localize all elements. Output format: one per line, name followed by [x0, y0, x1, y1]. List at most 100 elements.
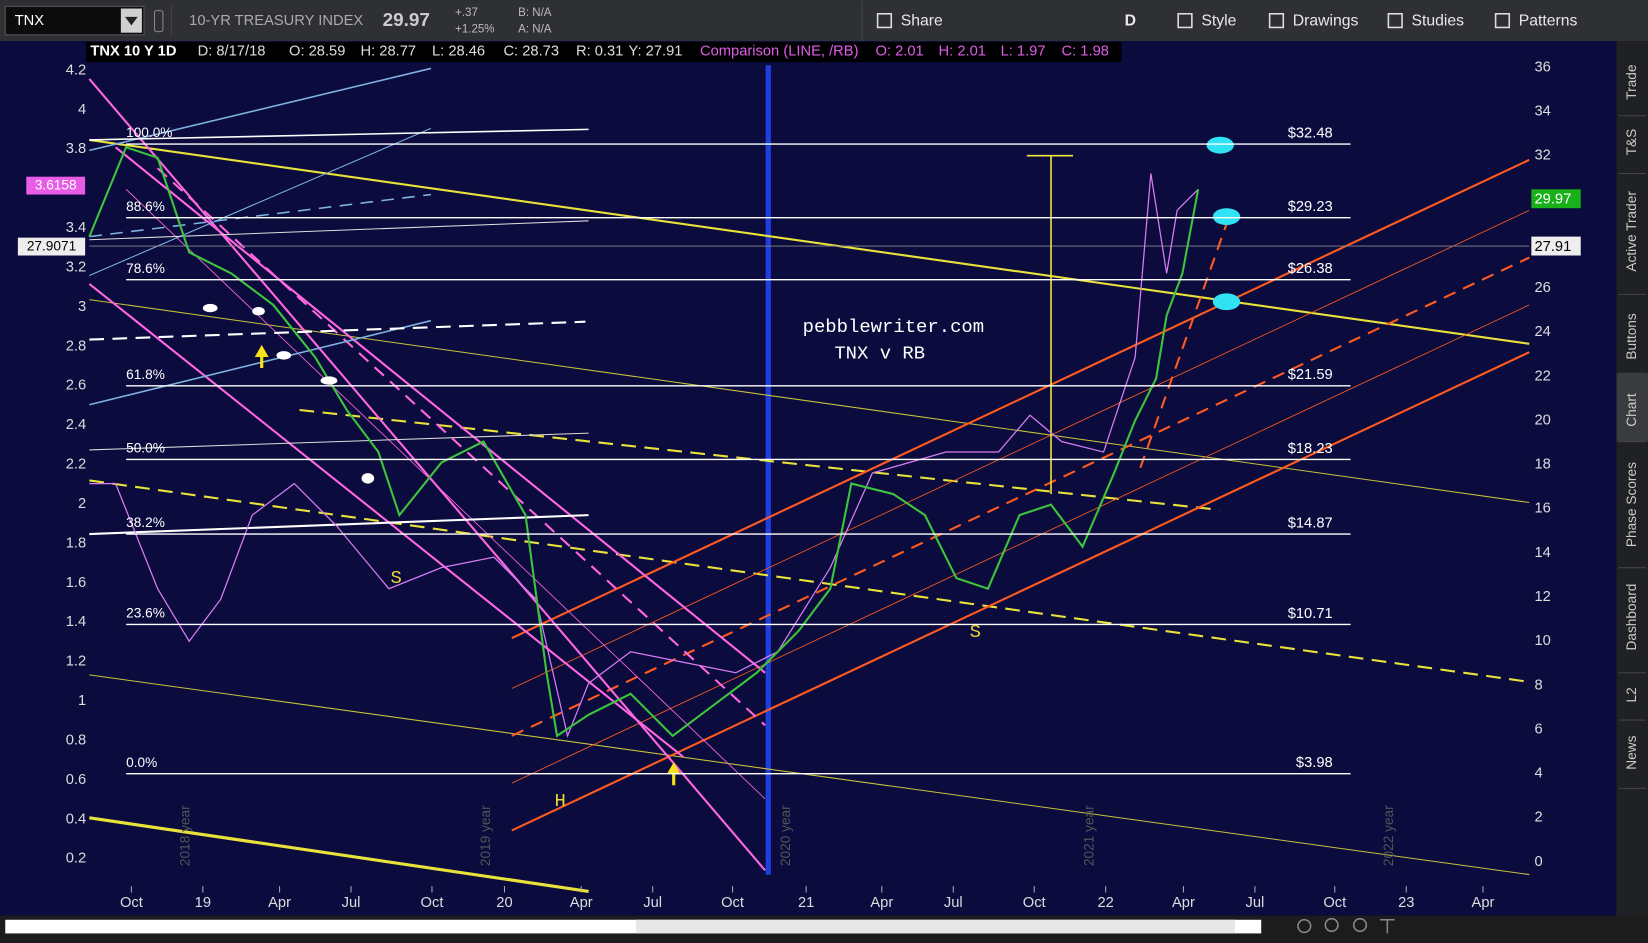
- sidebar-tab[interactable]: Buttons: [1624, 313, 1639, 359]
- left-tick-label: 2.8: [66, 338, 86, 354]
- toolbar-icon[interactable]: [1268, 12, 1285, 29]
- sidebar-tab[interactable]: L2: [1624, 687, 1639, 702]
- channel-line: [511, 256, 1530, 737]
- x-tick-label: 20: [496, 895, 512, 911]
- toolbar-icon[interactable]: [1177, 12, 1193, 29]
- trend-line: [89, 514, 589, 536]
- scrollbar-thumb[interactable]: [635, 919, 1235, 934]
- x-tick-label: Oct: [421, 895, 444, 911]
- sidebar-tab[interactable]: Dashboard: [1624, 584, 1639, 651]
- watermark: pebblewriter.com: [803, 316, 985, 338]
- fib-price: $3.98: [1296, 755, 1333, 771]
- change-percent: +1.25%: [455, 24, 494, 36]
- right-tick-label: 36: [1534, 59, 1550, 75]
- x-tick-label: 22: [1097, 895, 1113, 911]
- left-tick-label: 3: [78, 299, 86, 315]
- x-tick-label: Oct: [721, 895, 744, 911]
- left-tick-label: 0.6: [66, 772, 86, 788]
- point-marker: [276, 351, 292, 360]
- watermark: TNX v RB: [834, 342, 925, 364]
- trend-line: [89, 432, 589, 451]
- legend-bar: [86, 42, 1122, 63]
- legend-value: C: 28.73: [503, 44, 559, 60]
- toolbar-button[interactable]: Share: [901, 12, 943, 29]
- channel-line: [511, 304, 1530, 784]
- right-tick-label: 10: [1534, 633, 1550, 649]
- x-tick-label: Jul: [944, 895, 963, 911]
- left-tick-label: 3.8: [66, 141, 86, 157]
- toolbar-button[interactable]: Drawings: [1293, 12, 1359, 29]
- right-tick-label: 20: [1534, 412, 1550, 428]
- tool-icon[interactable]: [1324, 917, 1339, 933]
- chart-area: [0, 41, 1617, 916]
- left-tick-label: 0.4: [66, 811, 86, 827]
- channel-line: [125, 188, 766, 800]
- tool-icon[interactable]: [1379, 918, 1395, 934]
- point-marker: [361, 473, 375, 484]
- right-tick-label: 0: [1534, 854, 1542, 870]
- channel-line: [156, 167, 766, 727]
- x-tick-label: Apr: [1172, 895, 1195, 911]
- sidebar-tab[interactable]: T&S: [1624, 129, 1639, 156]
- legend-value: O: 28.59: [289, 44, 345, 60]
- symbol[interactable]: TNX: [15, 13, 45, 29]
- right-tick-label: 4: [1534, 766, 1542, 782]
- tool-icon[interactable]: [1297, 918, 1312, 934]
- fib-label: 23.6%: [126, 606, 165, 621]
- left-flag: [26, 176, 86, 195]
- left-tick-label: 1.6: [66, 575, 86, 591]
- toolbar-icon[interactable]: [876, 12, 893, 29]
- target-marker: [1212, 208, 1241, 226]
- left-flag: [17, 237, 86, 256]
- trend-line: [89, 127, 432, 276]
- sidebar-tab[interactable]: Chart: [1624, 393, 1639, 427]
- toolbar-button[interactable]: D: [1125, 12, 1136, 29]
- legend-value: R: 0.31: [576, 44, 623, 60]
- tool-icon[interactable]: [1352, 917, 1368, 933]
- sidebar-tab-active: [1616, 373, 1648, 442]
- right-flag-label: 27.91: [1534, 239, 1571, 255]
- left-tick-label: 2: [78, 496, 86, 512]
- trend-line: [89, 479, 1525, 683]
- fib-label: 88.6%: [126, 199, 165, 214]
- left-tick-label: 1.2: [66, 654, 86, 670]
- toolbar-button[interactable]: Studies: [1412, 12, 1465, 29]
- fib-price: $32.48: [1288, 125, 1333, 141]
- pattern-marker: S: [391, 567, 402, 589]
- target-marker: [1212, 293, 1241, 311]
- target-marker: [1206, 136, 1234, 154]
- sidebar-tab[interactable]: Active Trader: [1624, 191, 1639, 272]
- toolbar-icon[interactable]: [1387, 12, 1403, 29]
- x-tick-label: Apr: [268, 895, 291, 911]
- toolbar-icon[interactable]: [1494, 12, 1511, 29]
- trend-line: [89, 674, 1530, 876]
- trend-line: [89, 816, 589, 893]
- fib-label: 78.6%: [126, 261, 165, 276]
- comparison-line: [89, 173, 1199, 738]
- labels: TNX 10-YR TREASURY INDEX 29.97 +.37 +1.25% B:…: [15, 7, 1648, 934]
- x-tick-label: 21: [798, 895, 814, 911]
- legend-comparison-value: C: 1.98: [1062, 44, 1109, 60]
- sidebar-tab[interactable]: Phase Scores: [1624, 462, 1639, 547]
- last-price: 29.97: [383, 10, 430, 31]
- toolbar-button[interactable]: Style: [1201, 12, 1236, 29]
- channel-line: [511, 209, 1530, 689]
- description: 10-YR TREASURY INDEX: [189, 13, 363, 29]
- toolbar-button[interactable]: Patterns: [1519, 12, 1578, 29]
- year-label: 2018 year: [178, 805, 193, 866]
- trend-line: [89, 67, 432, 152]
- trend-line: [89, 299, 1530, 504]
- trend-line: [89, 138, 1530, 345]
- sidebar-tab[interactable]: Trade: [1624, 65, 1639, 100]
- left-tick-label: 3.2: [66, 259, 86, 275]
- toolbar: [0, 0, 1648, 42]
- sidebar-tab[interactable]: News: [1624, 735, 1639, 769]
- legend-value: Y: 27.91: [629, 44, 683, 60]
- left-tick-label: 0.2: [66, 851, 86, 867]
- right-tick-label: 14: [1534, 545, 1550, 561]
- right-tick-label: 16: [1534, 501, 1550, 517]
- right-tick-label: 18: [1534, 457, 1550, 473]
- pattern-marker: S: [970, 621, 981, 643]
- year-label: 2021 year: [1082, 805, 1097, 866]
